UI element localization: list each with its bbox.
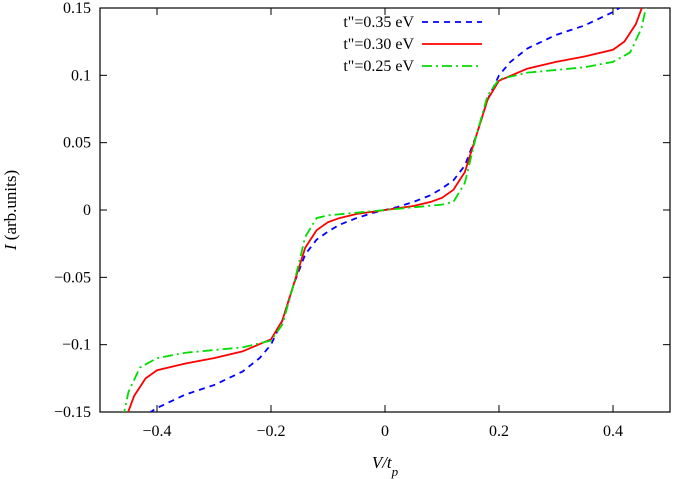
legend-label-3: t"=0.25 eV bbox=[343, 58, 414, 75]
x-tick-label: 0.4 bbox=[603, 423, 623, 440]
legend-label-2: t"=0.30 eV bbox=[343, 36, 414, 53]
series-group bbox=[123, 8, 647, 412]
axis-tick-labels: −0.4 −0.2 0 0.2 0.4 0.15 0.1 0.05 0 −0.05 −0.1 −0.1… bbox=[54, 0, 623, 440]
x-tick-label: 0.2 bbox=[489, 423, 509, 440]
y-axis-title-symbol: I bbox=[1, 243, 20, 251]
y-tick-label: 0.15 bbox=[63, 0, 91, 17]
y-axis-title: I (arb.units) bbox=[1, 170, 20, 251]
y-tick-label: −0.1 bbox=[62, 337, 91, 354]
y-tick-label: 0.1 bbox=[71, 67, 91, 84]
y-tick-label: −0.05 bbox=[54, 269, 91, 286]
legend-label-1: t"=0.35 eV bbox=[343, 14, 414, 31]
y-tick-label: 0.05 bbox=[63, 135, 91, 152]
series-line-2 bbox=[127, 8, 643, 412]
y-axis-title-units: (arb.units) bbox=[1, 170, 20, 245]
x-axis-title-subscript: p bbox=[391, 464, 399, 479]
x-axis-title: V/tp bbox=[372, 453, 399, 479]
x-axis-title-main: V/t bbox=[372, 453, 393, 472]
legend: t"=0.35 eV t"=0.30 eV t"=0.25 eV bbox=[343, 14, 482, 75]
axis-ticks bbox=[100, 7, 670, 413]
y-tick-label: −0.15 bbox=[54, 404, 91, 421]
x-tick-label: −0.4 bbox=[142, 423, 171, 440]
x-tick-label: −0.2 bbox=[256, 423, 285, 440]
y-tick-label: 0 bbox=[83, 202, 91, 219]
series-line-3 bbox=[123, 8, 647, 412]
x-tick-label: 0 bbox=[381, 423, 389, 440]
